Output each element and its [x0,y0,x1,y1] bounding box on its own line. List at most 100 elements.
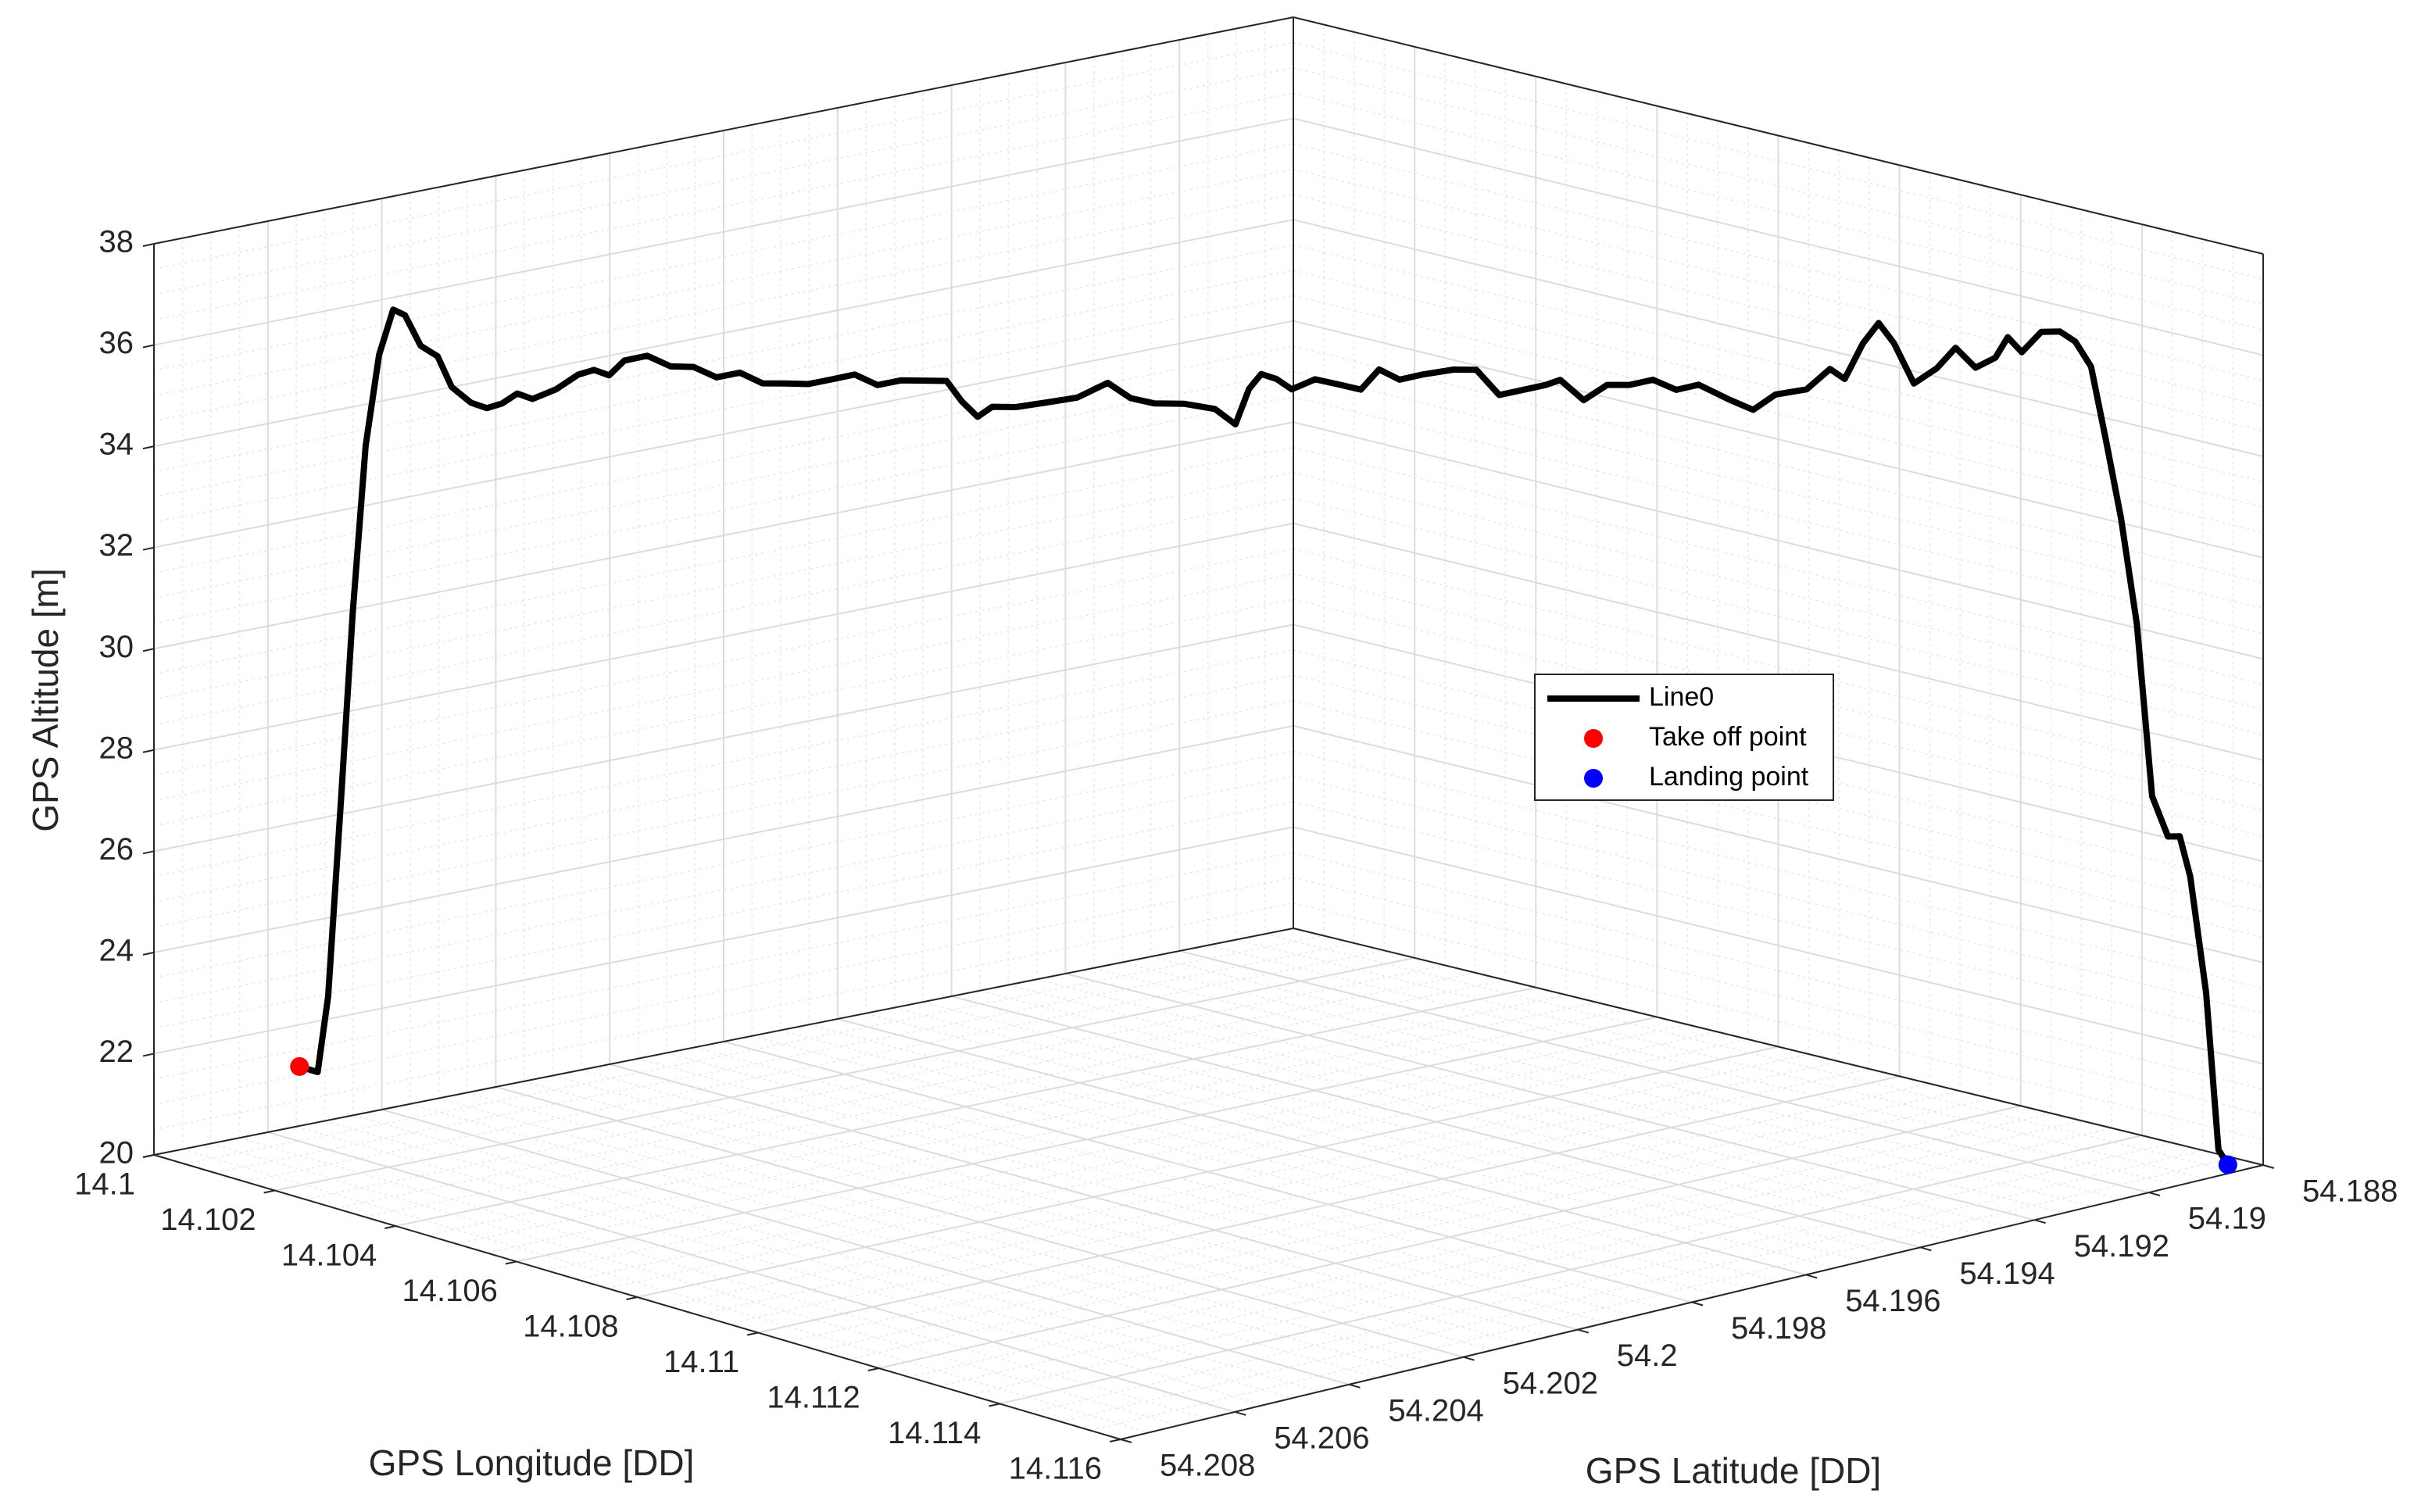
grid-line [728,1068,1870,1324]
grid-line [467,1092,1436,1365]
y-tick [1234,1410,1246,1416]
x-tick [1109,1439,1121,1442]
grid-line [1293,41,2264,281]
x-tick-label: 14.108 [523,1310,618,1344]
point-marker [290,1056,309,1076]
grid-line [752,1035,1721,1296]
grid-line [1293,902,2264,1141]
x-tick-label: 14.116 [1009,1452,1102,1486]
z-tick-label: 20 [99,1136,134,1171]
grid-line [1293,548,2264,786]
grid-line [239,1137,1207,1420]
grid-line [1293,143,2264,381]
z-tick [142,1053,155,1057]
x-tick-label: 14.102 [160,1203,256,1237]
grid-line [1122,961,2092,1207]
grid-line [1293,649,2264,888]
z-tick-label: 26 [99,832,134,867]
point-marker [2218,1155,2237,1174]
y-tick-label: 54.196 [1845,1284,1940,1318]
y-tick [1920,1246,1932,1252]
grid-line [1293,320,2264,559]
grid-line [553,1074,1521,1344]
y-tick-label: 54.2 [1617,1339,1678,1373]
z-tick [142,850,155,855]
grid-line [780,1029,1750,1289]
grid-line [1293,497,2264,736]
grid-line [381,1109,1350,1385]
grid-line [1207,945,2178,1187]
y-tick-label: 54.188 [2302,1174,2398,1209]
x-tick [746,1331,759,1336]
grid-line [1065,973,2035,1221]
legend-marker [1584,729,1603,748]
grid-line [667,1053,1809,1307]
grid-line [1293,699,2264,938]
z-tick-label: 24 [99,933,134,967]
grid-line [324,1120,1293,1399]
grid-line [1293,244,2264,483]
grid-line [1293,421,2264,660]
grid-line [524,1081,1493,1351]
grid-line [809,1024,1778,1282]
y-tick [1577,1328,1590,1334]
grid-line [153,219,1294,448]
y-tick [1120,1439,1132,1443]
grid-line [352,1114,1321,1392]
z-tick [142,1154,155,1158]
grid-line [1293,573,2264,812]
grid-line [153,826,1294,1055]
z-tick [142,445,155,450]
grid-line [267,1131,1236,1413]
grid-line [939,1120,2082,1387]
z-tick-label: 34 [99,427,134,462]
grid-line [638,1058,1607,1324]
z-tick-label: 30 [99,630,134,664]
x-tick [626,1296,638,1300]
z-tick [142,749,155,753]
legend-label: Landing point [1649,762,1809,792]
z-tick-label: 36 [99,326,134,360]
grid-line [1293,472,2264,710]
grid-line [723,1041,1693,1303]
y-tick-label: 54.198 [1731,1311,1826,1346]
grid-line [182,1149,1150,1433]
grid-line [1293,522,2264,761]
grid-line [1293,270,2264,508]
grid-line [1293,117,2264,356]
grid-line [909,1112,2051,1378]
x-axis-label: GPS Longitude [DD] [369,1442,695,1483]
grid-line [153,117,1294,346]
z-tick [142,344,155,349]
box-edge [153,928,1294,1156]
y-tick [2148,1192,2161,1197]
x-tick-label: 14.104 [281,1239,377,1273]
y-tick [1349,1383,1361,1389]
grid-line [848,1098,1991,1360]
grid-line [409,1103,1379,1378]
y-tick-label: 54.19 [2188,1202,2266,1236]
grid-line [609,1063,1579,1331]
grid-line [1293,724,2264,963]
z-tick-label: 38 [99,225,134,259]
grid-line [1293,193,2264,432]
grid-line [1008,984,1978,1235]
legend-marker [1584,769,1603,788]
x-tick-label: 14.1 [74,1167,135,1202]
grid-line [210,1142,1178,1427]
grid-line [606,1038,1748,1289]
grid-line [1293,674,2264,913]
x-tick [867,1367,879,1371]
grid-line [1293,67,2264,306]
z-tick [142,951,155,956]
x-tick [505,1260,517,1265]
grid-line [1293,599,2264,837]
box-edge [1293,928,2264,1166]
z-tick-label: 32 [99,528,134,563]
grid-line [1036,978,2007,1228]
grid-line [666,1052,1636,1317]
y-tick [1691,1301,1704,1306]
x-tick [263,1189,275,1194]
